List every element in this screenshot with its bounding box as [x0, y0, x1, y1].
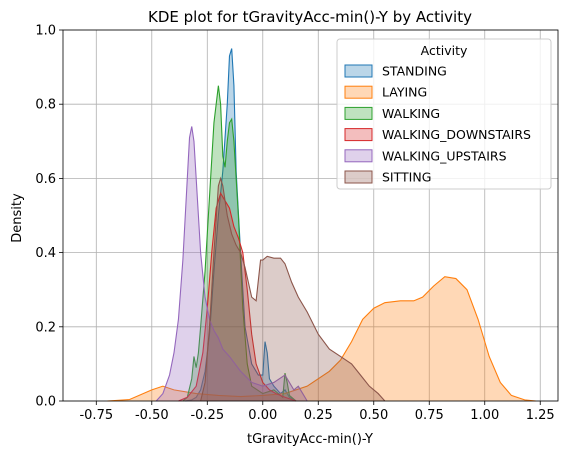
legend-label-sitting: SITTING: [382, 170, 431, 185]
x-tick-label: 0.75: [415, 408, 444, 423]
legend-swatch-walking-downstairs: [344, 128, 373, 142]
y-tick-label: 0.4: [35, 246, 56, 261]
plot-frame: [62, 29, 559, 402]
y-tick-label: 0.2: [35, 320, 56, 335]
legend-swatch-walking-upstairs: [344, 149, 373, 163]
legend-swatch-laying: [344, 85, 373, 99]
legend-swatch-standing: [344, 64, 373, 78]
legend-box: [336, 38, 552, 190]
legend-label-standing: STANDING: [382, 64, 447, 79]
chart-title: KDE plot for tGravityAcc-min()-Y by Acti…: [148, 8, 472, 26]
x-tick-label: -0.25: [190, 408, 224, 423]
x-axis-label: tGravityAcc-min()-Y: [247, 432, 373, 447]
legend-swatch-walking: [344, 106, 373, 120]
x-tick-label: -0.75: [79, 408, 113, 423]
y-tick-label: 0.6: [35, 172, 56, 187]
x-tick-label: 0.25: [304, 408, 333, 423]
legend-label-walking-upstairs: WALKING_UPSTAIRS: [382, 148, 507, 163]
x-tick-label: 0.00: [248, 408, 277, 423]
area-standing: [185, 48, 297, 402]
y-axis-ticks: 0.0 0.2 0.4 0.6 0.8 1.0: [35, 24, 63, 410]
legend-label-laying: LAYING: [382, 85, 427, 100]
legend: Activity STANDING LAYING WALKING WALKING_DO…: [336, 38, 552, 190]
line-laying: [107, 276, 536, 402]
area-walking-upstairs: [156, 126, 308, 402]
y-tick-label: 0.0: [35, 395, 56, 410]
legend-title: Activity: [421, 43, 468, 58]
legend-items: STANDING LAYING WALKING WALKING_DOWNSTAIRS W…: [344, 64, 531, 185]
y-tick-label: 0.8: [35, 98, 56, 113]
y-axis-label: Density: [10, 193, 25, 243]
x-tick-label: 0.50: [359, 408, 388, 423]
x-tick-label: -0.50: [135, 408, 169, 423]
area-sitting: [200, 178, 385, 401]
density-areas: [107, 48, 536, 402]
area-laying: [107, 276, 536, 401]
x-axis-ticks: -0.75 -0.50 -0.25 0.00 0.25 0.50 0.75 1.00 1.25: [79, 401, 555, 423]
y-tick-label: 1.0: [35, 24, 56, 39]
x-tick-label: 1.00: [470, 408, 499, 423]
line-walking-downstairs: [178, 191, 297, 402]
x-tick-label: 1.25: [526, 408, 555, 423]
legend-label-walking-downstairs: WALKING_DOWNSTAIRS: [382, 127, 531, 142]
line-walking: [182, 85, 297, 402]
legend-swatch-sitting: [344, 170, 373, 184]
line-sitting: [200, 176, 386, 402]
legend-label-walking: WALKING: [382, 106, 440, 121]
